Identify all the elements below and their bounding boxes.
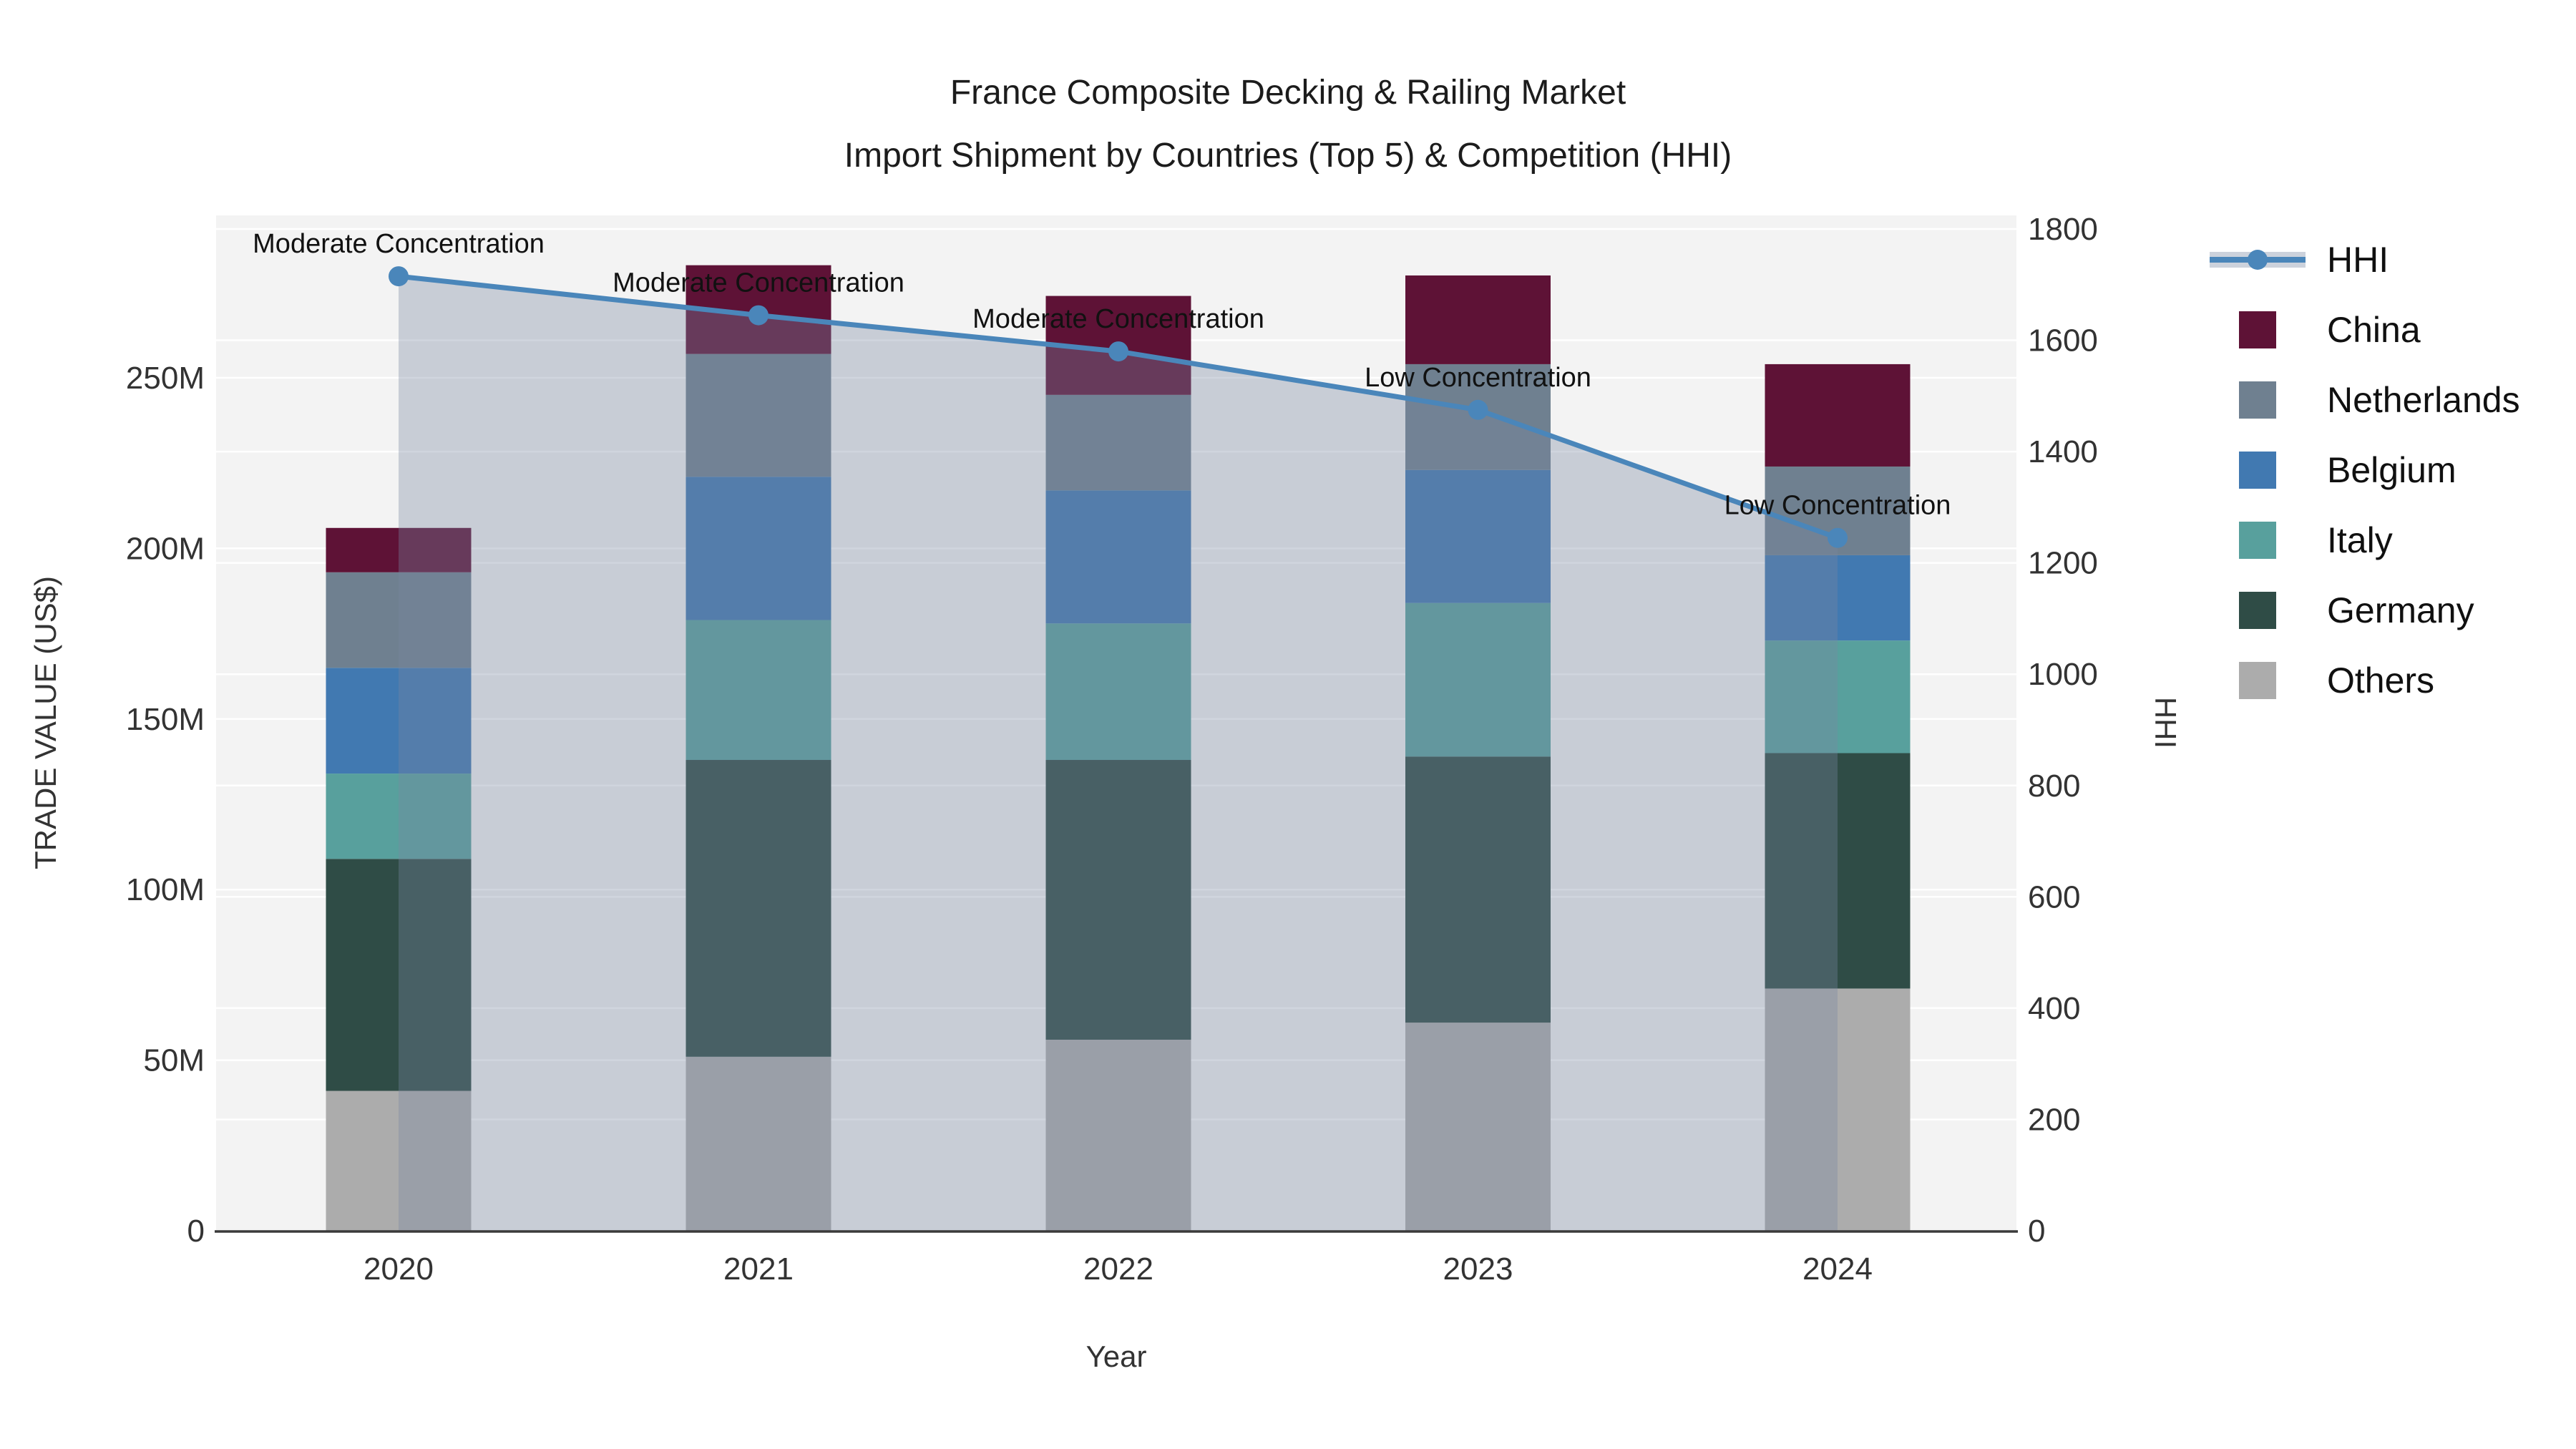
legend: HHI China Netherlands Belgium Italy Germany Ot… [2210, 240, 2520, 732]
hhi-marker-2020 [389, 266, 409, 287]
annotation-2020: Moderate Concentration [253, 229, 545, 259]
netherlands-swatch-icon [2210, 381, 2306, 419]
hhi-line-icon [2210, 241, 2306, 278]
legend-label: China [2327, 310, 2421, 350]
x-tick-2023: 2023 [1443, 1252, 1513, 1287]
hhi-marker-2024 [1828, 527, 1848, 548]
bar-segment-2022-germany [1045, 760, 1191, 1040]
annotation-2024: Low Concentration [1724, 491, 1951, 521]
chart-title-line1: France Composite Decking & Railing Marke… [950, 74, 1626, 112]
y-left-tick-150: 150M [126, 702, 205, 737]
legend-label: HHI [2327, 240, 2389, 280]
legend-item-hhi[interactable]: HHI [2210, 240, 2520, 280]
legend-item-belgium[interactable]: Belgium [2210, 450, 2520, 490]
bar-segment-2021-germany [686, 760, 831, 1057]
bar-segment-2023-belgium [1405, 469, 1551, 603]
legend-label: Netherlands [2327, 380, 2520, 420]
y-right-tick-1800: 1800 [2028, 212, 2098, 247]
x-axis-title: Year [1086, 1340, 1147, 1373]
y-right-tick-400: 400 [2028, 991, 2080, 1026]
belgium-swatch-icon [2210, 452, 2306, 489]
netherlands-color-swatch [2239, 381, 2276, 419]
y-right-tick-1200: 1200 [2028, 546, 2098, 581]
y-right-tick-1600: 1600 [2028, 323, 2098, 358]
x-tick-2020: 2020 [364, 1252, 434, 1287]
germany-color-swatch [2239, 592, 2276, 629]
y-right-tick-1400: 1400 [2028, 434, 2098, 469]
legend-item-others[interactable]: Others [2210, 660, 2520, 701]
bar-segment-2021-italy [686, 620, 831, 761]
y-right-tick-200: 200 [2028, 1102, 2080, 1137]
bar-segment-2020-china [326, 527, 472, 572]
y-left-tick-200: 200M [126, 531, 205, 566]
germany-swatch-icon [2210, 592, 2306, 629]
legend-label: Others [2327, 660, 2435, 701]
bar-segment-2022-belgium [1045, 490, 1191, 624]
italy-swatch-icon [2210, 522, 2306, 559]
legend-item-china[interactable]: China [2210, 310, 2520, 350]
y-left-tick-100: 100M [126, 872, 205, 907]
x-tick-2021: 2021 [723, 1252, 794, 1287]
bar-segment-2023-germany [1405, 756, 1551, 1023]
bar-segment-2020-belgium [326, 668, 472, 774]
y-right-tick-600: 600 [2028, 879, 2080, 914]
legend-item-netherlands[interactable]: Netherlands [2210, 380, 2520, 420]
bar-segment-2022-others [1045, 1039, 1191, 1231]
others-color-swatch [2239, 662, 2276, 699]
y-right-tick-0: 0 [2028, 1214, 2045, 1249]
annotation-2023: Low Concentration [1365, 363, 1591, 393]
legend-label: Italy [2327, 520, 2393, 560]
legend-item-italy[interactable]: Italy [2210, 520, 2520, 560]
legend-label: Germany [2327, 590, 2474, 630]
bar-segment-2023-italy [1405, 602, 1551, 757]
bar-segment-2023-others [1405, 1023, 1551, 1231]
bar-segment-2024-germany [1765, 753, 1911, 989]
x-tick-2024: 2024 [1802, 1252, 1873, 1287]
italy-color-swatch [2239, 522, 2276, 559]
x-tick-2022: 2022 [1083, 1252, 1153, 1287]
bar-segment-2022-netherlands [1045, 394, 1191, 491]
bar-segment-2024-others [1765, 988, 1911, 1231]
annotation-2022: Moderate Concentration [972, 304, 1264, 334]
china-swatch-icon [2210, 311, 2306, 348]
y-right-tick-800: 800 [2028, 769, 2080, 804]
bar-segment-2021-belgium [686, 477, 831, 620]
y-left-tick-250: 250M [126, 361, 205, 396]
y-left-axis-title: TRADE VALUE (US$) [29, 576, 62, 869]
y-right-tick-1000: 1000 [2028, 657, 2098, 692]
bar-segment-2023-china [1405, 275, 1551, 364]
bar-segment-2020-netherlands [326, 572, 472, 668]
chart-title: France Composite Decking & Railing Marke… [0, 62, 2576, 187]
bar-segment-2020-italy [326, 774, 472, 859]
hhi-area-fill [399, 276, 1838, 1231]
y-right-axis-title: HHI [2149, 697, 2182, 748]
hhi-marker-2022 [1108, 341, 1128, 362]
bar-segment-2022-italy [1045, 623, 1191, 761]
annotation-2021: Moderate Concentration [613, 268, 904, 298]
bar-segment-2021-netherlands [686, 353, 831, 477]
legend-label: Belgium [2327, 450, 2457, 490]
legend-item-germany[interactable]: Germany [2210, 590, 2520, 630]
others-swatch-icon [2210, 662, 2306, 699]
y-left-tick-0: 0 [187, 1214, 205, 1249]
bar-segment-2024-italy [1765, 640, 1911, 753]
y-left-tick-50: 50M [143, 1043, 205, 1078]
bar-segment-2024-belgium [1765, 555, 1911, 641]
bar-segment-2021-others [686, 1056, 831, 1231]
belgium-color-swatch [2239, 452, 2276, 489]
chart-title-line2: Import Shipment by Countries (Top 5) & C… [844, 137, 1732, 175]
bar-segment-2020-others [326, 1091, 472, 1231]
hhi-marker-icon [2248, 250, 2268, 270]
bar-segment-2024-china [1765, 364, 1911, 467]
hhi-marker-2021 [748, 305, 769, 326]
bar-segment-2020-germany [326, 859, 472, 1091]
china-color-swatch [2239, 311, 2276, 348]
hhi-marker-2023 [1468, 399, 1488, 420]
